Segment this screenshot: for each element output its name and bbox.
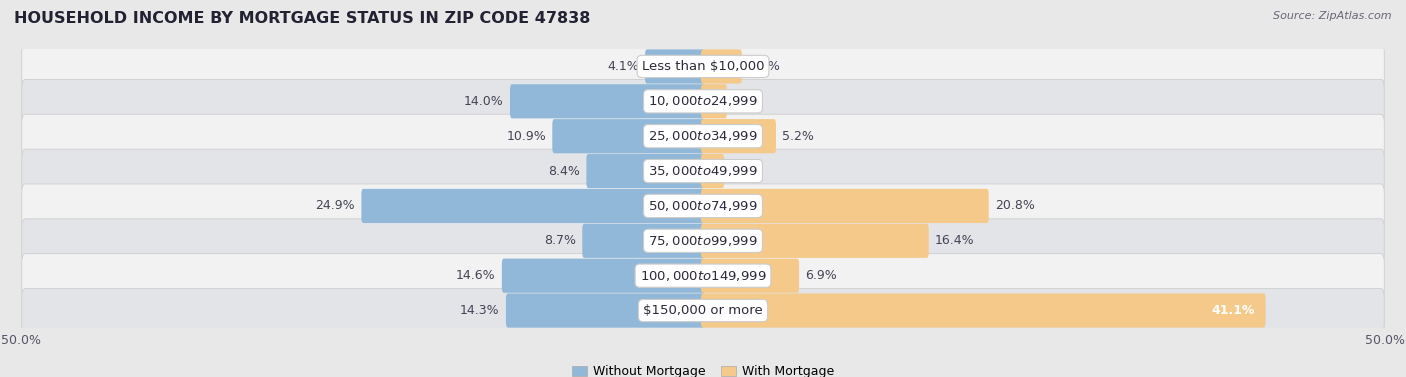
FancyBboxPatch shape	[21, 79, 1385, 123]
FancyBboxPatch shape	[702, 189, 988, 223]
Text: 16.4%: 16.4%	[935, 234, 974, 247]
FancyBboxPatch shape	[21, 254, 1385, 298]
FancyBboxPatch shape	[702, 259, 799, 293]
Text: $150,000 or more: $150,000 or more	[643, 304, 763, 317]
Text: 1.4%: 1.4%	[730, 165, 762, 178]
FancyBboxPatch shape	[21, 219, 1385, 263]
Text: 10.9%: 10.9%	[506, 130, 546, 143]
FancyBboxPatch shape	[510, 84, 704, 118]
FancyBboxPatch shape	[21, 44, 1385, 89]
FancyBboxPatch shape	[582, 224, 704, 258]
Text: 4.1%: 4.1%	[607, 60, 638, 73]
FancyBboxPatch shape	[21, 114, 1385, 158]
Text: 5.2%: 5.2%	[782, 130, 814, 143]
FancyBboxPatch shape	[506, 293, 704, 328]
Text: 14.3%: 14.3%	[460, 304, 499, 317]
FancyBboxPatch shape	[702, 84, 727, 118]
Text: $100,000 to $149,999: $100,000 to $149,999	[640, 269, 766, 283]
FancyBboxPatch shape	[702, 154, 724, 188]
Text: Source: ZipAtlas.com: Source: ZipAtlas.com	[1274, 11, 1392, 21]
Text: Less than $10,000: Less than $10,000	[641, 60, 765, 73]
FancyBboxPatch shape	[702, 224, 929, 258]
Text: 24.9%: 24.9%	[315, 199, 356, 212]
FancyBboxPatch shape	[702, 49, 742, 84]
Text: $50,000 to $74,999: $50,000 to $74,999	[648, 199, 758, 213]
Text: 14.6%: 14.6%	[456, 269, 496, 282]
FancyBboxPatch shape	[553, 119, 704, 153]
Text: 2.7%: 2.7%	[748, 60, 780, 73]
FancyBboxPatch shape	[702, 119, 776, 153]
Text: $10,000 to $24,999: $10,000 to $24,999	[648, 94, 758, 108]
FancyBboxPatch shape	[645, 49, 704, 84]
Text: 8.4%: 8.4%	[548, 165, 581, 178]
Text: HOUSEHOLD INCOME BY MORTGAGE STATUS IN ZIP CODE 47838: HOUSEHOLD INCOME BY MORTGAGE STATUS IN Z…	[14, 11, 591, 26]
FancyBboxPatch shape	[502, 259, 704, 293]
Text: 20.8%: 20.8%	[995, 199, 1035, 212]
Text: $35,000 to $49,999: $35,000 to $49,999	[648, 164, 758, 178]
FancyBboxPatch shape	[21, 288, 1385, 333]
FancyBboxPatch shape	[21, 184, 1385, 228]
Text: $75,000 to $99,999: $75,000 to $99,999	[648, 234, 758, 248]
Text: 41.1%: 41.1%	[1212, 304, 1256, 317]
FancyBboxPatch shape	[586, 154, 704, 188]
Text: 6.9%: 6.9%	[806, 269, 837, 282]
Text: $25,000 to $34,999: $25,000 to $34,999	[648, 129, 758, 143]
Text: 1.6%: 1.6%	[733, 95, 765, 108]
FancyBboxPatch shape	[21, 149, 1385, 193]
Text: 8.7%: 8.7%	[544, 234, 576, 247]
Text: 14.0%: 14.0%	[464, 95, 503, 108]
FancyBboxPatch shape	[361, 189, 704, 223]
FancyBboxPatch shape	[702, 293, 1265, 328]
Legend: Without Mortgage, With Mortgage: Without Mortgage, With Mortgage	[567, 360, 839, 377]
